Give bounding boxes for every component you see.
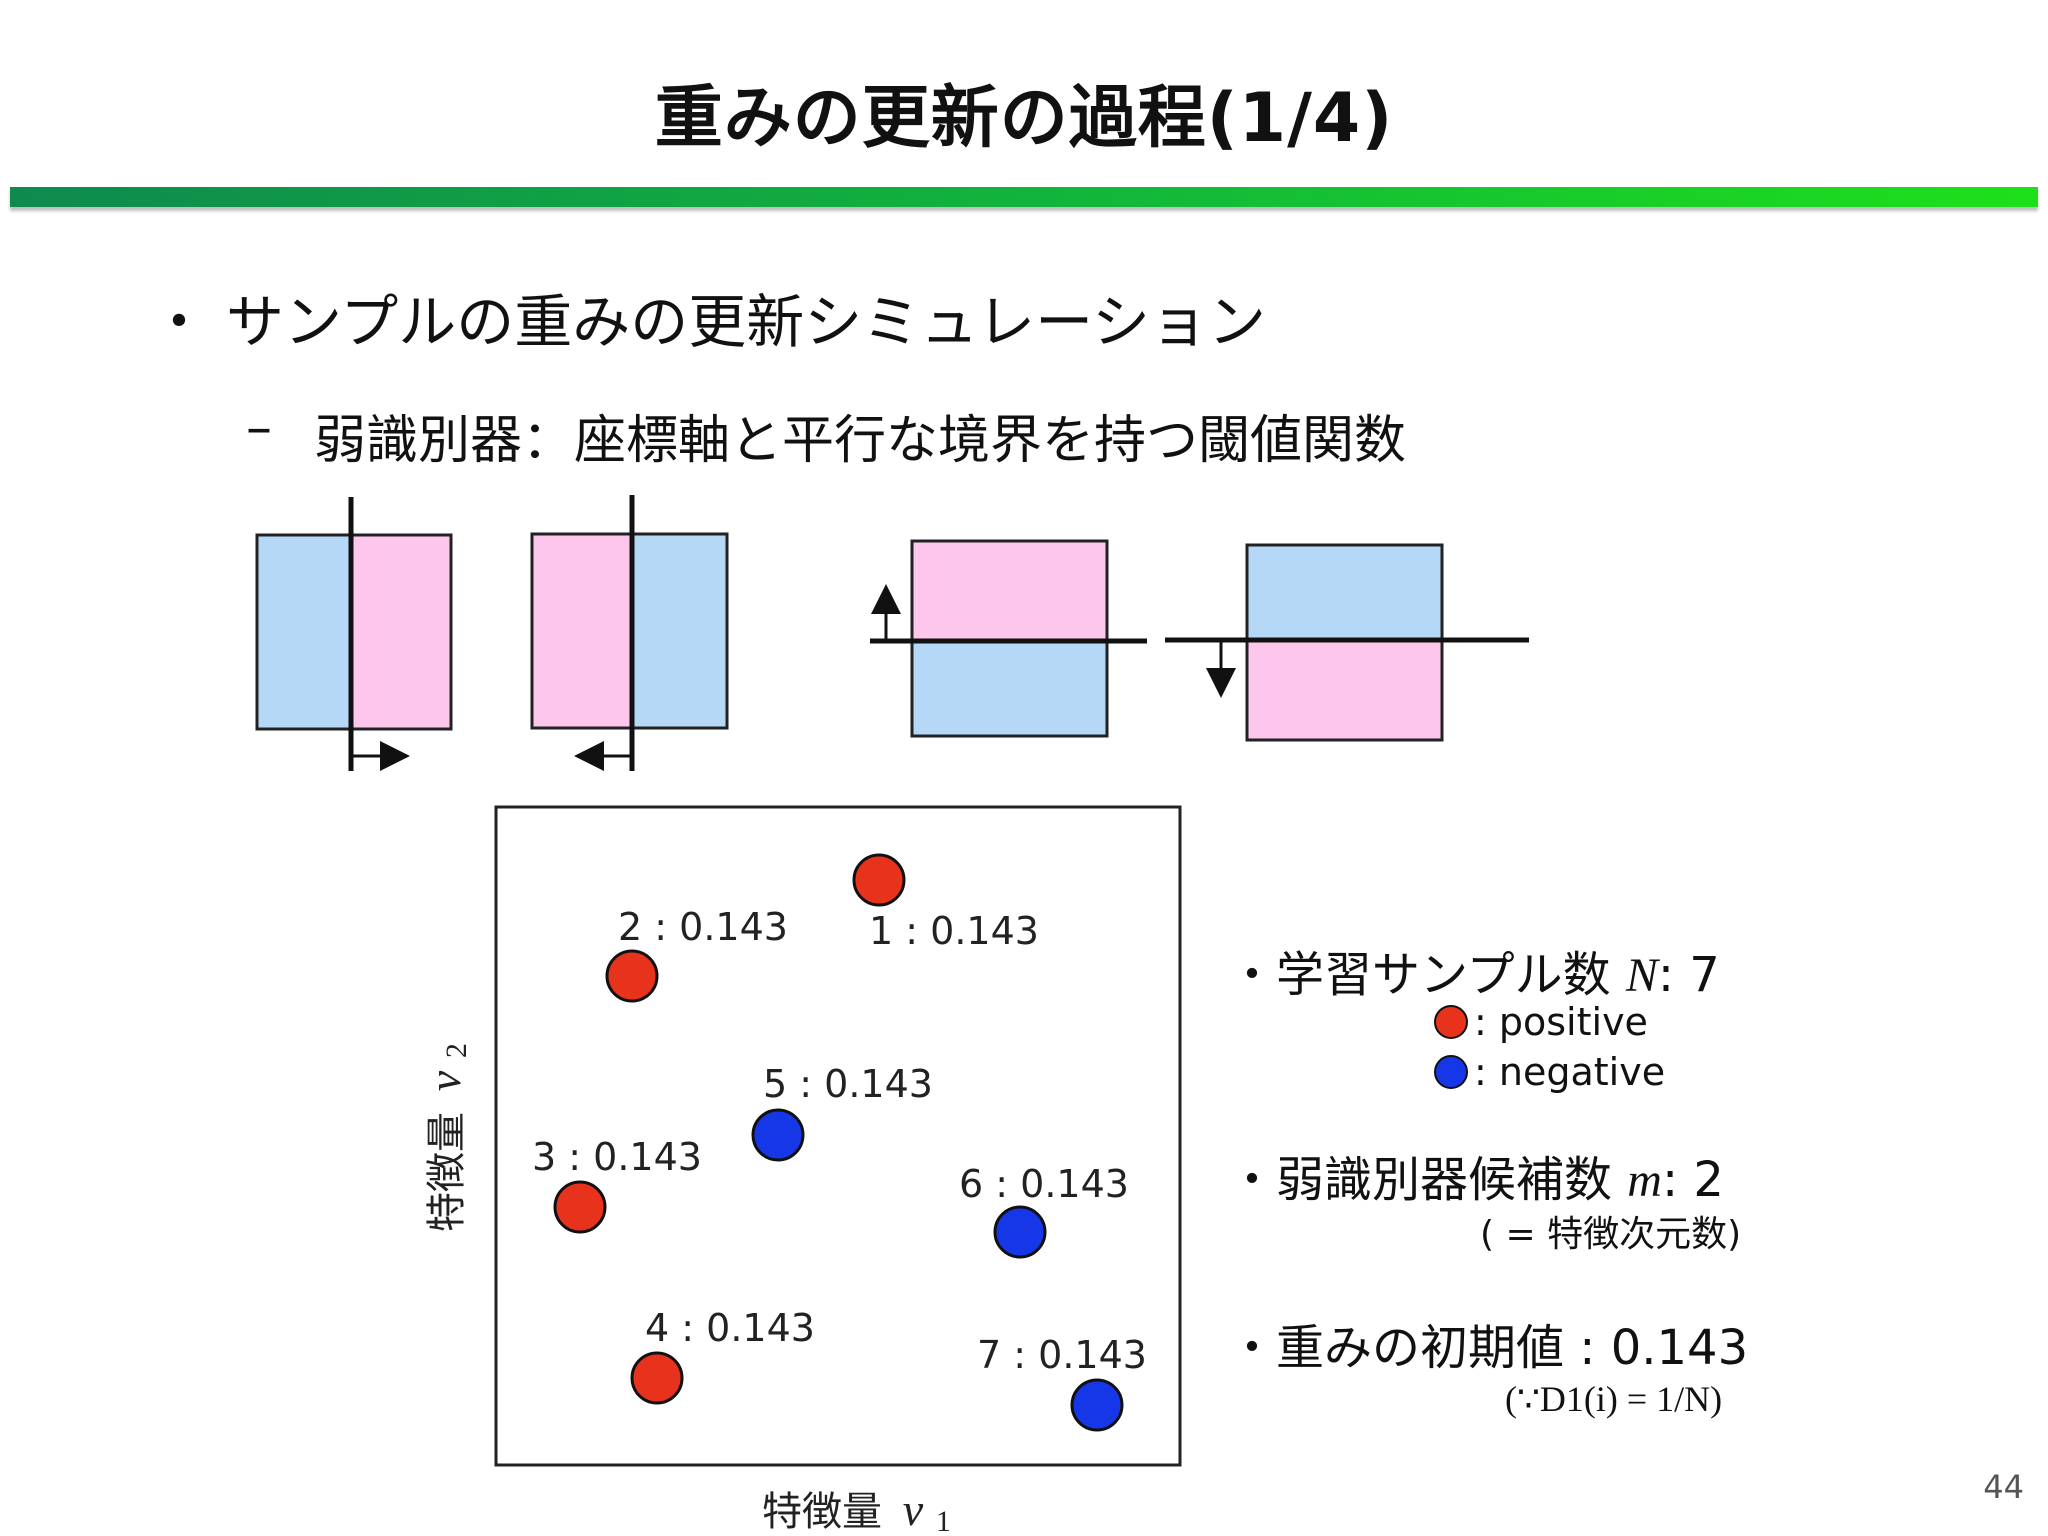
info-sample-count: ・学習サンプル数 N: 7: [1228, 935, 1720, 1005]
info-initial-note: (∵D1(i) = 1/N): [1505, 1379, 1723, 1419]
bullet-marker: ・: [150, 288, 209, 356]
info-marker: ・: [1228, 1152, 1277, 1208]
info-candidate-count-value: : 2: [1661, 1152, 1724, 1208]
sample-point-3: [553, 1180, 607, 1234]
sample-point-4: [630, 1351, 684, 1405]
info-candidate-count: ・弱識別器候補数 m: 2: [1228, 1140, 1724, 1210]
legend-item-positive: : positive: [1434, 1000, 1665, 1044]
page-number: 44: [1983, 1468, 2024, 1506]
main-bullet-text: サンプルの重みの更新シミュレーション: [226, 288, 1266, 356]
info-candidate-count-text: 弱識別器候補数: [1276, 1152, 1613, 1208]
sample-point-5: [751, 1108, 805, 1162]
info-marker: ・: [1228, 947, 1277, 1003]
feature-space-frame: [494, 805, 1182, 1467]
sample-label-6: 6 : 0.143: [959, 1162, 1129, 1206]
title-underline-bar: [10, 187, 2038, 207]
sample-label-4: 4 : 0.143: [645, 1306, 815, 1350]
sample-point-2: [605, 949, 659, 1003]
sample-label-5: 5 : 0.143: [763, 1062, 933, 1106]
positive-dot-icon: [1434, 1005, 1468, 1039]
legend-item-negative: : negative: [1434, 1050, 1665, 1094]
weak-classifier-3: [870, 539, 1147, 738]
weak-classifier-4: [1165, 543, 1529, 742]
x-axis-label: 特徴量 v 1: [762, 1484, 951, 1536]
info-sample-count-var: N: [1625, 949, 1658, 1002]
info-sample-count-value: : 7: [1657, 947, 1720, 1003]
info-initial-weight-text: 重みの初期値 : 0.143: [1276, 1320, 1749, 1376]
info-sample-count-text: 学習サンプル数: [1276, 947, 1611, 1003]
negative-dot-icon: [1434, 1055, 1468, 1089]
legend-positive-text: : positive: [1474, 1000, 1648, 1044]
weak-classifier-2: [530, 495, 729, 771]
sample-point-7: [1070, 1378, 1124, 1432]
weak-classifier-1: [255, 497, 453, 771]
sub-bullet-marker: –: [246, 398, 272, 458]
legend: : positive : negative: [1434, 1000, 1665, 1094]
info-initial-weight: ・重みの初期値 : 0.143: [1228, 1308, 1748, 1378]
sample-label-2: 2 : 0.143: [618, 905, 788, 949]
y-axis-label: 特徴量 v 2: [419, 1043, 473, 1232]
slide-title: 重みの更新の過程(1/4): [654, 79, 1394, 158]
info-marker: ・: [1228, 1320, 1277, 1376]
info-candidate-note: ( = 特徴次元数): [1480, 1214, 1742, 1255]
sample-label-3: 3 : 0.143: [532, 1135, 702, 1179]
sample-point-1: [852, 853, 906, 907]
sample-label-7: 7 : 0.143: [977, 1333, 1147, 1377]
scatter-points-layer: 1 : 0.143 2 : 0.143 3 : 0.143 4 : 0.143 5 : …: [532, 853, 1147, 1432]
sample-point-6: [993, 1205, 1047, 1259]
sub-bullet-text: 弱識別器：座標軸と平行な境界を持つ閾値関数: [314, 411, 1407, 471]
legend-negative-text: : negative: [1474, 1050, 1666, 1094]
sample-label-1: 1 : 0.143: [869, 909, 1039, 953]
info-candidate-count-var: m: [1627, 1154, 1662, 1207]
